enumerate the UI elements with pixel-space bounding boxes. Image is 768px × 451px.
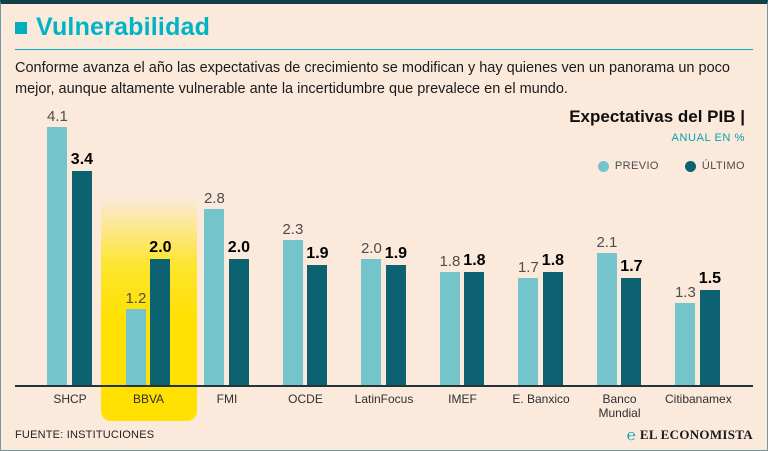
chart-area: Expectativas del PIB | ANUAL EN % PREVIO… [15,105,753,421]
axis-label-banco-mundial: Banco Mundial [598,392,641,420]
bar-group-latinfocus: 2.0 1.9 [351,240,417,386]
title-bullet-square [15,21,27,34]
value-label-último: 1.9 [384,245,408,263]
bar-último-shcp [71,171,92,386]
axis-label-citibanamex: Citibanamex [665,392,732,407]
bar-group-imef: 1.8 1.8 [430,252,496,386]
bar-column: 3.4 [70,151,94,386]
axis-label-ocde: OCDE [288,392,323,407]
legend-item-previo: PREVIO [597,160,659,173]
bar-column: 1.3 [674,284,696,386]
header: Vulnerabilidad [15,10,753,50]
bar-column: 1.5 [698,270,722,386]
bar-último-citibanamex [699,290,720,386]
bar-column: 1.7 [620,258,643,386]
bar-último-banco-mundial [621,278,642,386]
bar-column: 1.9 [306,245,329,386]
chart-header-right: Expectativas del PIB | ANUAL EN % PREVIO… [569,107,745,172]
bar-column: 2.0 [227,239,251,386]
bar-column: 1.8 [439,253,461,386]
bar-último-fmi [228,259,249,386]
bar-group-citibanamex: 1.3 1.5 [665,270,731,386]
value-label-previo: 1.7 [517,259,539,277]
axis-label-latinfocus: LatinFocus [354,392,414,407]
bar-previo-shcp [47,127,68,386]
value-label-previo: 2.8 [203,190,225,208]
bar-previo-fmi [204,209,225,386]
bar-último-ocde [307,265,328,386]
source-text: FUENTE: INSTITUCIONES [15,429,155,441]
bar-column: 4.1 [46,108,68,386]
bar-group-e-banxico: 1.7 1.8 [508,252,574,386]
chart-title: Expectativas del PIB | [569,107,745,127]
bar-último-bbva [150,259,171,386]
value-label-previo: 2.3 [282,221,304,239]
value-label-último: 1.5 [698,270,722,288]
legend-label-previo: PREVIO [614,160,659,173]
bar-previo-latinfocus [361,259,382,386]
bar-plot: 4.1 3.4 1.2 2.0 2.8 2.0 2.3 1.9 2.0 1.9 1.8 1.8 1.7 1… [15,105,753,388]
bar-group-bbva: 1.2 2.0 [116,239,182,386]
axis-label-imef: IMEF [448,392,477,407]
value-label-último: 1.8 [463,252,486,270]
value-label-previo: 4.1 [46,108,68,126]
previo-dot-icon [597,160,609,172]
axis-label-bbva: BBVA [132,392,165,407]
bar-último-latinfocus [385,265,406,386]
bar-column: 2.1 [596,234,618,386]
x-axis-labels: SHCP BBVA FMI OCDE LatinFocus IMEF E. Banxico B… [15,387,753,421]
value-label-último: 1.7 [620,258,643,276]
bar-column: 2.0 [149,239,172,386]
value-label-previo: 1.2 [125,290,147,308]
bar-previo-ocde [282,240,303,386]
bar-previo-bbva [125,309,146,386]
bar-group-shcp: 4.1 3.4 [37,108,103,386]
bar-group-fmi: 2.8 2.0 [194,190,260,386]
value-label-último: 2.0 [149,239,172,257]
bar-column: 1.8 [463,252,486,386]
value-label-último: 3.4 [70,151,94,169]
bar-column: 2.8 [203,190,225,386]
brand-logo: ℮ EL ECONOMISTA [627,427,753,443]
bar-último-imef [464,272,485,386]
axis-label-e-banxico: E. Banxico [512,392,570,407]
bar-group-ocde: 2.3 1.9 [273,221,339,386]
value-label-previo: 2.0 [360,240,382,258]
bbva-highlight [101,197,197,421]
value-label-previo: 1.3 [674,284,696,302]
value-label-último: 2.0 [227,239,251,257]
legend-label-ultimo: ÚLTIMO [701,160,745,173]
bar-previo-imef [439,272,460,386]
bar-column: 2.0 [360,240,382,386]
bar-previo-e-banxico [518,278,539,386]
bar-previo-citibanamex [675,303,696,386]
value-label-último: 1.8 [541,252,565,270]
description-text: Conforme avanza el año las expectativas … [15,60,730,97]
ultimo-dot-icon [684,160,696,172]
legend-item-ultimo: ÚLTIMO [684,160,745,173]
axis-label-fmi: FMI [216,392,238,407]
footer: FUENTE: INSTITUCIONES ℮ EL ECONOMISTA [15,427,753,443]
legend: PREVIO ÚLTIMO [569,160,745,172]
bar-column: 2.3 [282,221,304,386]
value-label-previo: 2.1 [596,234,618,252]
bar-column: 1.9 [384,245,408,386]
value-label-previo: 1.8 [439,253,461,271]
bar-previo-banco-mundial [596,253,617,386]
axis-label-shcp: SHCP [53,392,87,407]
page-title: Vulnerabilidad [36,13,211,41]
bar-column: 1.2 [125,290,147,386]
brand-name: EL ECONOMISTA [639,427,753,442]
chart-subtitle: ANUAL EN % [671,132,745,145]
el-economista-mark-icon: ℮ [626,426,636,444]
bar-column: 1.8 [541,252,565,386]
bar-group-banco-mundial: 2.1 1.7 [587,234,653,386]
bar-último-e-banxico [542,272,563,386]
bar-column: 1.7 [517,259,539,386]
value-label-último: 1.9 [306,245,329,263]
